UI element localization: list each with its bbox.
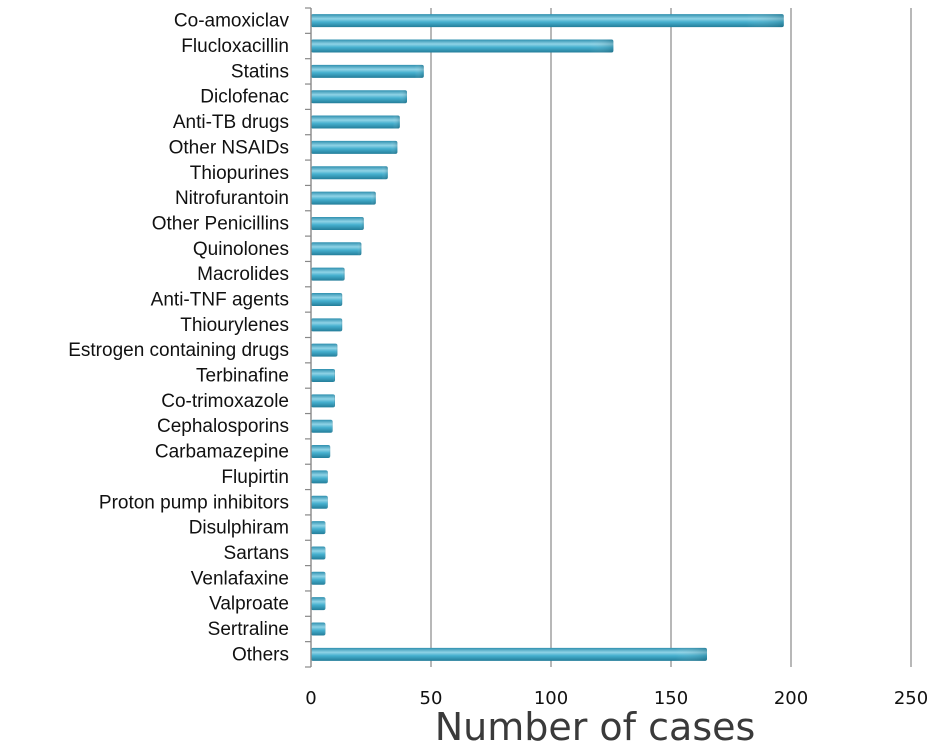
bar-shade (311, 470, 328, 484)
bar-shade (311, 216, 364, 230)
category-label: Co-trimoxazole (161, 391, 289, 412)
category-label: Sertraline (208, 619, 289, 640)
category-label: Terbinafine (196, 366, 289, 387)
x-tick-label: 50 (420, 688, 443, 709)
bar-shade (311, 647, 707, 661)
bar-shade (311, 191, 376, 205)
category-label: Statins (231, 61, 289, 82)
category-label: Venlafaxine (191, 568, 289, 589)
category-labels: Co-amoxiclav Flucloxacillin Statins Diclofe… (68, 11, 289, 666)
category-label: Disulphiram (189, 518, 289, 539)
bar-shade (311, 318, 343, 332)
category-label: Flucloxacillin (181, 36, 289, 57)
bar-shade (311, 369, 335, 383)
category-label: Nitrofurantoin (175, 188, 289, 209)
bar-shade (311, 343, 338, 357)
bar-shade (311, 14, 784, 28)
bar-shade (311, 419, 333, 433)
bar-shade (311, 90, 407, 104)
category-label: Sartans (224, 543, 289, 564)
category-label: Other Penicillins (152, 213, 289, 234)
category-label: Flupirtin (221, 467, 289, 488)
bar-shade (311, 267, 345, 281)
category-label: Valproate (209, 594, 289, 615)
category-label: Thiopurines (190, 163, 289, 184)
bar-shade (311, 622, 326, 636)
bar-shade (311, 64, 424, 78)
category-label: Quinolones (193, 239, 289, 260)
category-label: Co-amoxiclav (174, 11, 290, 32)
x-tick-label: 250 (894, 688, 928, 709)
category-label: Carbamazepine (155, 442, 289, 463)
bar-shade (311, 115, 400, 129)
bars (311, 14, 784, 661)
bar-shade (311, 166, 388, 180)
bar-shade (311, 292, 343, 306)
bar-shade (311, 546, 326, 560)
gridlines (430, 8, 912, 667)
category-label: Thiourylenes (180, 315, 289, 336)
bar-shade (311, 571, 326, 585)
category-label: Proton pump inhibitors (99, 492, 289, 513)
bar-shade (311, 39, 614, 53)
x-tick-label: 100 (534, 688, 568, 709)
category-label: Diclofenac (200, 87, 289, 108)
x-axis-title: Number of cases (435, 705, 756, 746)
category-label: Others (232, 644, 289, 665)
x-tick-label: 0 (305, 688, 316, 709)
bar-shade (311, 394, 335, 408)
x-tick-label: 150 (654, 688, 688, 709)
bar-shade (311, 242, 362, 256)
category-label: Estrogen containing drugs (68, 340, 289, 361)
category-label: Macrolides (197, 264, 289, 285)
x-tick-labels: 0 50 100 150 200 250 (305, 688, 928, 709)
bar-shade (311, 140, 398, 154)
bar-shade (311, 495, 328, 509)
category-label: Anti-TNF agents (151, 289, 289, 310)
category-label: Anti-TB drugs (173, 112, 289, 133)
x-tick-label: 200 (774, 688, 808, 709)
bar-shade (311, 521, 326, 535)
category-label: Other NSAIDs (169, 137, 289, 158)
bar-shade (311, 597, 326, 611)
axes (305, 7, 312, 668)
category-label: Cephalosporins (157, 416, 289, 437)
bar-shade (311, 445, 331, 459)
